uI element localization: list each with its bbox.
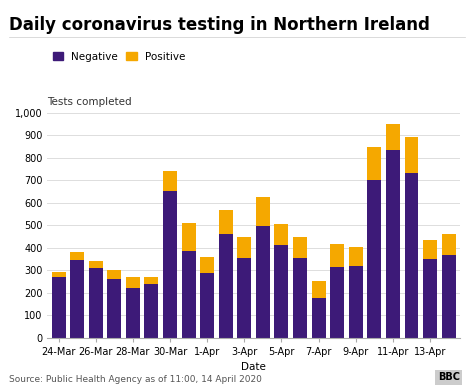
Bar (237, 258, 251, 338)
Bar (311, 298, 326, 338)
Bar (349, 247, 363, 266)
Bar (200, 274, 214, 338)
X-axis label: Date: Date (241, 362, 266, 372)
Bar (200, 257, 214, 274)
Bar (182, 223, 196, 251)
Bar (330, 267, 344, 338)
Bar (423, 259, 437, 338)
Bar (367, 147, 381, 180)
Bar (52, 277, 65, 338)
Bar (219, 210, 233, 234)
Bar (256, 197, 270, 226)
Bar (442, 234, 456, 255)
Bar (274, 224, 288, 245)
Bar (70, 252, 84, 260)
Bar (386, 124, 400, 150)
Bar (52, 272, 65, 277)
Bar (386, 150, 400, 338)
Bar (367, 180, 381, 338)
Text: Daily coronavirus testing in Northern Ireland: Daily coronavirus testing in Northern Ir… (9, 16, 430, 33)
Bar (145, 277, 158, 284)
Bar (107, 279, 121, 338)
Bar (404, 173, 419, 338)
Bar (126, 288, 140, 338)
Bar (182, 251, 196, 338)
Bar (404, 137, 419, 173)
Bar (163, 171, 177, 191)
Legend: Negative, Positive: Negative, Positive (53, 52, 185, 62)
Bar (219, 234, 233, 338)
Bar (145, 284, 158, 338)
Bar (293, 258, 307, 338)
Bar (89, 261, 103, 268)
Bar (237, 237, 251, 258)
Bar (330, 244, 344, 267)
Text: Source: Public Health Agency as of 11:00, 14 April 2020: Source: Public Health Agency as of 11:00… (9, 375, 262, 384)
Bar (311, 281, 326, 298)
Text: Tests completed: Tests completed (47, 97, 132, 107)
Bar (349, 266, 363, 338)
Bar (256, 226, 270, 338)
Bar (274, 245, 288, 338)
Bar (126, 277, 140, 288)
Bar (163, 191, 177, 338)
Bar (293, 237, 307, 258)
Bar (107, 270, 121, 279)
Text: BBC: BBC (438, 372, 460, 382)
Bar (70, 260, 84, 338)
Bar (423, 240, 437, 259)
Bar (89, 268, 103, 338)
Bar (442, 255, 456, 338)
